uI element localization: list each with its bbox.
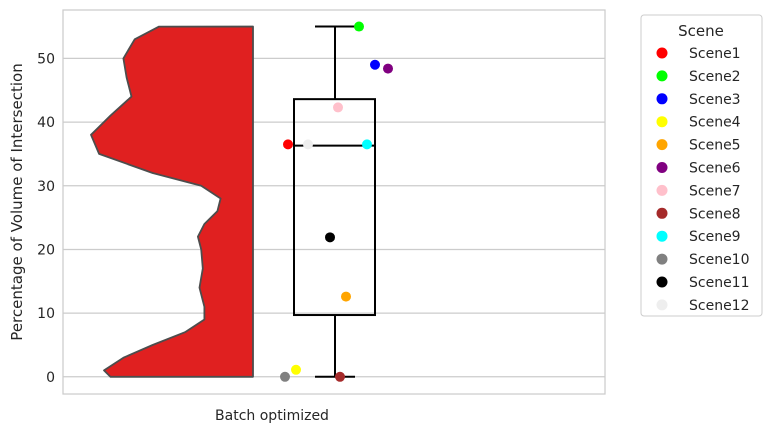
legend-title: Scene	[678, 22, 724, 40]
legend-label-scene3: Scene3	[689, 92, 741, 108]
y-tick-label: 20	[37, 242, 55, 258]
y-tick-labels: 0 10 20 30 40 50	[37, 51, 55, 385]
point-scene1	[283, 139, 293, 150]
y-tick-label: 30	[37, 179, 55, 195]
legend-marker-scene11	[656, 276, 668, 288]
legend-label-scene5: Scene5	[689, 138, 741, 154]
legend-marker-scene7	[656, 184, 668, 196]
point-scene7	[333, 102, 343, 113]
plot-frame	[62, 9, 606, 395]
legend-frame	[640, 14, 763, 317]
legend-marker-scene9	[656, 230, 668, 242]
legend: Scene Scene1Scene2Scene3Scene4Scene5Scen…	[640, 14, 763, 317]
violin	[90, 25, 254, 378]
y-tick-label: 10	[37, 306, 55, 322]
legend-label-scene1: Scene1	[689, 46, 741, 62]
legend-label-scene6: Scene6	[689, 161, 741, 177]
y-tick-label: 0	[46, 370, 55, 386]
violin-body	[90, 25, 254, 378]
x-category-label: Batch optimized	[215, 408, 329, 424]
legend-label-scene9: Scene9	[689, 229, 741, 245]
point-scene6	[383, 63, 393, 74]
point-scene4	[291, 364, 301, 375]
legend-marker-scene12	[656, 299, 668, 311]
box-iqr	[293, 98, 376, 317]
legend-label-scene10: Scene10	[689, 252, 750, 268]
point-scene8	[335, 371, 345, 382]
point-scene10	[280, 371, 290, 382]
legend-items: Scene1 Scene2 Scene3 Scene4 Scene5 Scene6 Scen…	[656, 46, 750, 314]
legend-label-scene8: Scene8	[689, 206, 741, 222]
point-scene2	[354, 21, 364, 32]
point-scene9	[362, 139, 372, 150]
point-scene12	[303, 139, 313, 150]
legend-label-scene12: Scene12	[689, 298, 750, 314]
legend-label-scene11: Scene11	[689, 275, 750, 291]
legend-label-scene2: Scene2	[689, 69, 741, 85]
strip-points	[280, 21, 393, 382]
y-tick-label: 50	[37, 51, 55, 67]
legend-marker-scene1	[656, 47, 668, 59]
y-tick-label: 40	[37, 115, 55, 131]
legend-label-scene4: Scene4	[689, 115, 741, 131]
legend-marker-scene4	[656, 116, 668, 128]
legend-label-scene7: Scene7	[689, 183, 741, 199]
legend-marker-scene3	[656, 93, 668, 105]
y-axis-label: Percentage of Volume of Intersection	[8, 63, 26, 340]
legend-marker-scene2	[656, 70, 668, 82]
point-scene3	[370, 59, 380, 70]
point-scene5	[341, 291, 351, 302]
legend-marker-scene6	[656, 162, 668, 173]
point-scene11	[325, 232, 335, 243]
legend-marker-scene5	[656, 139, 668, 151]
legend-marker-scene10	[656, 253, 668, 265]
legend-marker-scene8	[656, 207, 668, 219]
